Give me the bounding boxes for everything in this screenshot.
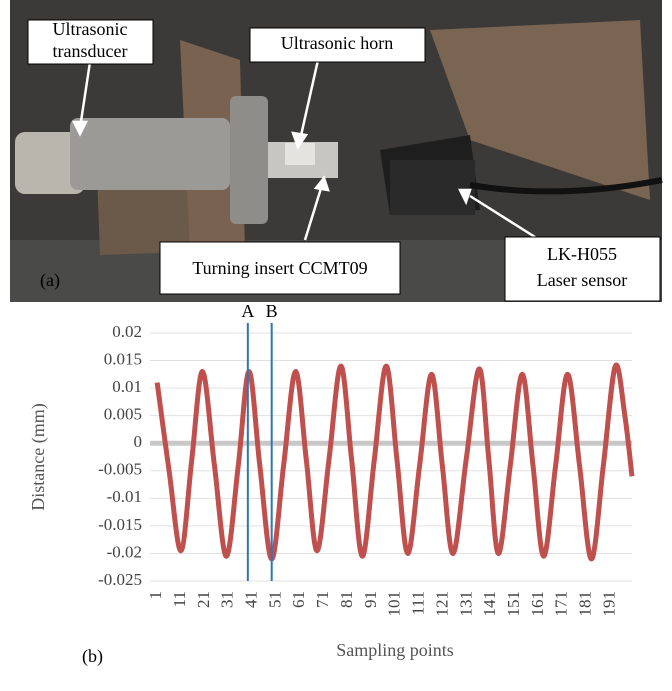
x-tick-label: 41: [242, 591, 261, 608]
panel-label: (b): [82, 646, 103, 667]
x-tick-label: 31: [218, 591, 237, 608]
y-tick-label: -0.015: [98, 515, 142, 534]
y-tick-label: -0.02: [107, 542, 142, 561]
annotation-label: A: [241, 301, 254, 321]
callout-text: transducer: [53, 41, 128, 61]
callout-text: Laser sensor: [537, 270, 627, 290]
callout-text: Ultrasonic horn: [281, 33, 393, 53]
x-tick-label: 151: [504, 591, 523, 617]
x-tick-label: 61: [289, 591, 308, 608]
x-tick-label: 81: [337, 591, 356, 608]
x-tick-label: 1: [146, 591, 165, 600]
x-tick-label: 71: [313, 591, 332, 608]
y-axis-title: Distance (mm): [28, 403, 49, 510]
y-tick-label: 0: [134, 432, 143, 451]
callout-text: LK-H055: [547, 244, 617, 264]
x-tick-label: 111: [409, 591, 428, 615]
x-tick-label: 131: [456, 591, 475, 617]
callout-boxes: [27, 19, 661, 302]
y-tick-label: 0.01: [112, 377, 142, 396]
x-tick-label: 91: [361, 591, 380, 608]
x-tick-label: 121: [432, 591, 451, 617]
annotation-label: B: [266, 301, 278, 321]
x-tick-label: 181: [576, 591, 595, 617]
x-tick-label: 21: [194, 591, 213, 608]
x-tick-label: 171: [552, 591, 571, 617]
y-tick-label: 0.005: [104, 405, 142, 424]
y-tick-label: -0.005: [98, 460, 142, 479]
data-line: [154, 362, 635, 562]
y-tick-label: -0.01: [107, 487, 142, 506]
callout-text: Turning insert CCMT09: [192, 258, 367, 278]
x-tick-label: 101: [385, 591, 404, 617]
x-axis-title: Sampling points: [336, 640, 454, 660]
y-tick-label: 0.02: [112, 322, 142, 341]
x-tick-label: 191: [599, 591, 618, 617]
x-tick-label: 141: [480, 591, 499, 617]
x-tick-label: 161: [528, 591, 547, 617]
panel-label: (a): [40, 270, 60, 291]
x-tick-label: 51: [265, 591, 284, 608]
callout-text: Ultrasonic: [53, 19, 128, 39]
callout-arrows: [71, 59, 536, 241]
y-tick-label: -0.025: [98, 570, 142, 589]
y-tick-label: 0.015: [104, 349, 142, 368]
x-tick-label: 11: [170, 591, 189, 607]
